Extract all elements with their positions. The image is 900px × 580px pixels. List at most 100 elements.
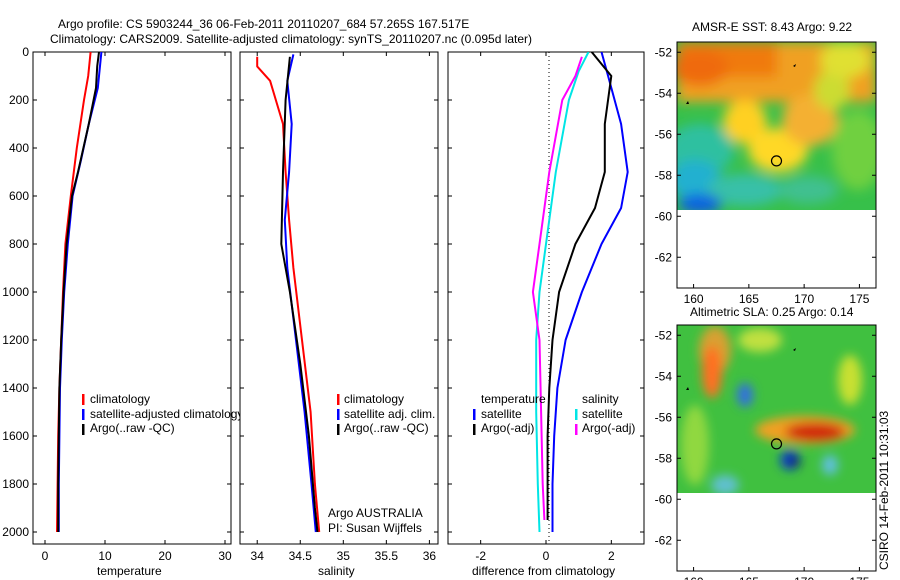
coast-fragment [686,387,689,390]
sla-heatmap [677,325,876,493]
legend-label: climatology [90,392,150,406]
series-line [280,56,319,533]
y-tick-label: -58 [655,168,673,182]
y-tick-label: 1000 [2,285,29,299]
x-tick-label: 175 [849,292,869,306]
y-tick-label: 1400 [2,381,29,395]
legend-label: Argo(-adj) [582,421,635,435]
series-line [57,52,100,532]
series-line [256,56,321,533]
temperature-panel: 0 10 20 30 0 200 400 600 800 1000 1200 1400 1600 1800… [2,45,243,578]
legend-label: Argo(..raw -QC) [344,421,429,435]
salinity-panel: 34 34.5 35 35.5 36 salinity climatology sate… [239,51,439,578]
legend-swatch [575,424,578,435]
x-tick-label: 36 [423,549,437,563]
legend-swatch [473,409,476,420]
temperature-legend: climatology satellite-adjusted climatolo… [82,392,243,435]
y-tick-label: -54 [655,86,673,100]
x-tick-label: 160 [684,292,704,306]
sst-heatmap [677,42,876,210]
difference-xlabel: difference from climatology [472,564,615,578]
legend-group-title: salinity [582,392,619,406]
sst-map-title: AMSR-E SST: 8.43 Argo: 9.22 [692,20,852,34]
y-tick-label: 2000 [2,525,29,539]
legend-label: satellite [582,407,623,421]
y-tick-label: -60 [655,209,673,223]
x-tick-label: 10 [98,549,112,563]
difference-axes-frame [447,51,645,545]
x-tick-label: 0 [42,549,49,563]
x-tick-label: 35.5 [375,549,399,563]
y-tick-label: -58 [655,451,673,465]
y-tick-label: 600 [9,189,29,203]
x-tick-label: 35 [337,549,351,563]
credit-label: CSIRO 14-Feb-2011 10:31:03 [877,410,891,570]
argo-label: Argo AUSTRALIA [328,506,423,520]
x-tick-label: 34 [251,549,265,563]
y-tick-label: -52 [655,45,673,59]
x-tick-label: 175 [849,575,869,580]
temperature-xlabel: temperature [97,564,162,578]
y-tick-label: 1200 [2,333,29,347]
coast-fragment [793,348,796,351]
float-position-marker [770,155,783,167]
y-tick-label: -62 [655,533,673,547]
x-tick-label: 0 [543,549,550,563]
x-tick-label: 165 [739,575,759,580]
legend-label: climatology [344,392,404,406]
y-tick-label: -62 [655,250,673,264]
legend-label: satellite adj. clim. [344,407,435,421]
series-line [535,52,590,533]
sst-map-panel: AMSR-E SST: 8.43 Argo: 9.22 [655,20,877,306]
x-tick-label: 20 [158,549,172,563]
pi-label: PI: Susan Wijffels [328,521,422,535]
coast-fragment [793,64,796,67]
difference-panel: -2 0 2 difference from climatology tempera… [447,51,645,578]
sst-map-frame [676,41,877,289]
header-line1: Argo profile: CS 5903244_36 06-Feb-2011 … [58,17,469,31]
y-tick-label: -56 [655,410,673,424]
legend-label: satellite [481,407,522,421]
x-tick-label: 30 [218,549,232,563]
y-tick-label: 800 [9,237,29,251]
legend-swatch [82,394,85,405]
header-line2: Climatology: CARS2009. Satellite-adjuste… [50,32,532,46]
y-tick-label: 1800 [2,477,29,491]
y-tick-label: -52 [655,328,673,342]
legend-group-title: temperature [481,392,546,406]
x-tick-label: 170 [794,292,814,306]
series-line [283,54,317,533]
legend-swatch [337,424,340,435]
sla-map-title: Altimetric SLA: 0.25 Argo: 0.14 [690,305,854,319]
x-tick-label: 2 [608,549,615,563]
difference-legend: temperature satellite Argo(-adj) salinit… [473,392,635,435]
legend-swatch [82,409,85,420]
y-tick-label: -60 [655,492,673,506]
legend-swatch [473,424,476,435]
legend-label: satellite-adjusted climatology [90,407,243,421]
temperature-axes-frame [32,51,232,545]
sla-map-frame [676,324,877,572]
x-tick-label: 34.5 [289,549,313,563]
y-tick-label: 200 [9,93,29,107]
salinity-legend: climatology satellite adj. clim. Argo(..… [337,392,435,435]
salinity-axes-frame [239,51,439,545]
x-tick-label: 165 [739,292,759,306]
y-tick-label: -54 [655,369,673,383]
legend-swatch [337,394,340,405]
legend-label: Argo(-adj) [481,421,534,435]
y-tick-label: 1600 [2,429,29,443]
sla-map-panel: Altimetric SLA: 0.25 Argo: 0.14 160 165 17… [655,305,877,580]
legend-swatch [82,424,85,435]
float-position-marker [770,438,783,450]
y-tick-label: 0 [22,45,29,59]
y-tick-label: -56 [655,127,673,141]
legend-label: Argo(..raw -QC) [90,421,175,435]
coast-fragment [686,101,689,104]
x-tick-label: -2 [475,549,486,563]
legend-swatch [337,409,340,420]
legend-swatch [575,409,578,420]
salinity-xlabel: salinity [318,564,355,578]
series-line [546,52,613,520]
